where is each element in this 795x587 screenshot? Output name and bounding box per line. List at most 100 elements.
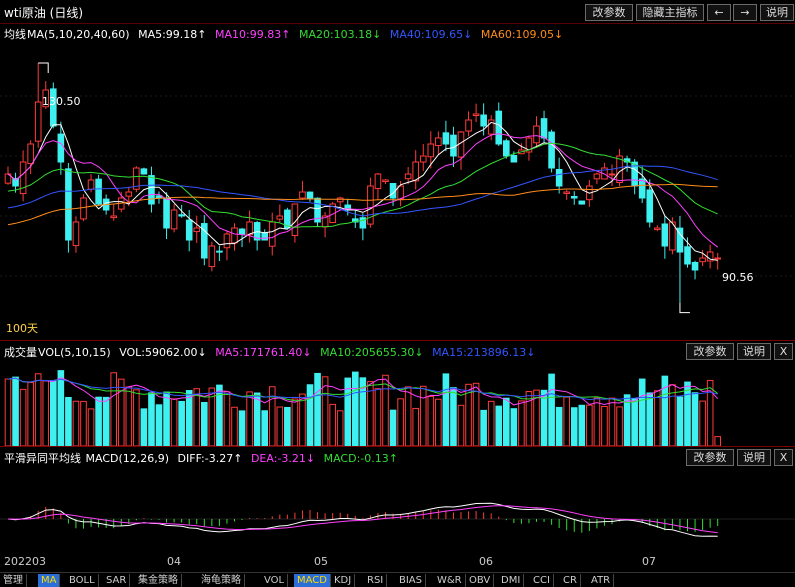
tab-rsi[interactable]: RSI	[364, 574, 388, 587]
candle-body	[19, 161, 27, 195]
candle-body	[201, 223, 208, 259]
candle-body	[163, 197, 170, 229]
ma-legend: 均线MA(5,10,20,40,60) MA5:99.18↑ MA10:99.8…	[4, 26, 568, 42]
volume-bar	[669, 384, 676, 446]
tab-turtle-strategy[interactable]: 海龟策略	[198, 574, 245, 587]
tab-macd[interactable]: MACD	[294, 574, 331, 587]
change-params-button[interactable]: 改参数	[585, 4, 633, 21]
candle-body	[246, 221, 253, 236]
prev-arrow-button[interactable]: ←	[707, 4, 731, 21]
volume-bar	[487, 400, 495, 446]
tab-wr[interactable]: W&R	[434, 574, 466, 587]
candle-body	[314, 197, 321, 223]
tab-dmi[interactable]: DMI	[498, 574, 525, 587]
candle-body	[359, 217, 367, 229]
candle-body	[548, 131, 555, 169]
tab-cci[interactable]: CCI	[530, 574, 554, 587]
candle-body	[80, 197, 87, 220]
tab-kdj[interactable]: KDJ	[331, 574, 356, 587]
candle-body	[533, 125, 540, 144]
candle-body	[404, 173, 412, 180]
volume-bar	[80, 400, 87, 446]
panel-divider	[0, 340, 795, 341]
candle-body	[87, 179, 95, 190]
macd-params-button[interactable]: 改参数	[686, 449, 734, 466]
volume-bar	[382, 374, 389, 446]
macd-help-button[interactable]: 说明	[737, 449, 771, 466]
candle-body	[480, 114, 487, 127]
volume-legend: 成交量VOL(5,10,15) VOL:59062.00↓ MA5:171761…	[4, 344, 540, 360]
diff-line	[7, 502, 718, 537]
dea-line	[7, 505, 718, 534]
candle-body	[691, 261, 699, 271]
volume-bar	[238, 410, 246, 446]
candle-body	[261, 232, 268, 241]
candle-body	[34, 101, 42, 142]
macd-close-button[interactable]: X	[774, 449, 793, 466]
tab-ma[interactable]: MA	[38, 574, 61, 587]
candle-body	[487, 119, 495, 135]
next-arrow-button[interactable]: →	[733, 4, 757, 21]
volume-bar	[412, 407, 419, 446]
candle-body	[510, 155, 518, 163]
candle-body	[140, 168, 148, 175]
volume-bar	[525, 391, 533, 446]
candle-body	[555, 168, 563, 187]
candle-body	[578, 200, 586, 205]
volume-bar	[586, 404, 593, 446]
volume-bar	[72, 400, 80, 446]
volume-bar	[427, 395, 435, 446]
volume-bar	[555, 406, 563, 446]
volume-bar	[329, 403, 336, 446]
vol-value: VOL:59062.00↓	[119, 346, 207, 359]
volume-params-button[interactable]: 改参数	[686, 343, 734, 360]
volume-bar	[284, 406, 291, 446]
volume-bar	[125, 386, 133, 446]
dea-value: DEA:-3.21↓	[250, 452, 316, 465]
tab-vol[interactable]: VOL	[261, 574, 289, 587]
macd-legend-params: MACD(12,26,9)	[85, 452, 170, 465]
tab-bias[interactable]: BIAS	[396, 574, 426, 587]
tab-cr[interactable]: CR	[560, 574, 581, 587]
volume-bar	[548, 373, 555, 446]
volume-bar	[19, 388, 27, 446]
volume-bar	[170, 398, 178, 446]
candle-body	[397, 185, 404, 200]
ma10-value: MA10:99.83↑	[215, 28, 291, 41]
volume-close-button[interactable]: X	[774, 343, 793, 360]
candle-body	[472, 113, 480, 116]
volume-bar	[540, 389, 548, 446]
volume-bar	[646, 392, 654, 446]
price-chart[interactable]	[0, 40, 795, 340]
hide-main-indicator-button[interactable]: 隐藏主指标	[636, 4, 704, 21]
ma10-line	[7, 133, 719, 248]
volume-help-button[interactable]: 说明	[737, 343, 771, 360]
volume-bar	[65, 396, 72, 446]
volume-chart[interactable]	[0, 358, 795, 446]
ma20-value: MA20:103.18↓	[298, 28, 382, 41]
volume-bar	[465, 383, 472, 446]
volume-bar	[457, 404, 465, 446]
volume-bar	[223, 391, 231, 446]
volume-bar	[42, 380, 50, 446]
candle-body	[178, 214, 185, 217]
candle-body	[42, 89, 50, 108]
ma-legend-params: MA(5,10,20,40,60)	[27, 28, 130, 41]
tab-manage[interactable]: 管理	[0, 574, 27, 587]
macd-legend-name: 平滑异同平均线	[4, 452, 81, 465]
candle-body	[563, 191, 571, 194]
tab-boll[interactable]: BOLL	[66, 574, 99, 587]
candle-body	[12, 178, 19, 187]
tab-jijin-strategy[interactable]: 集金策略	[135, 574, 182, 587]
macd-chart[interactable]	[0, 464, 795, 552]
volume-bar	[148, 392, 155, 446]
volume-bar	[654, 390, 661, 446]
volume-bar	[95, 396, 102, 446]
volume-bar	[601, 406, 608, 446]
candle-body	[148, 175, 155, 205]
tab-obv[interactable]: OBV	[466, 574, 495, 587]
help-button[interactable]: 说明	[760, 4, 794, 21]
tab-sar[interactable]: SAR	[103, 574, 131, 587]
tab-atr[interactable]: ATR	[588, 574, 615, 587]
candle-body	[223, 233, 231, 249]
